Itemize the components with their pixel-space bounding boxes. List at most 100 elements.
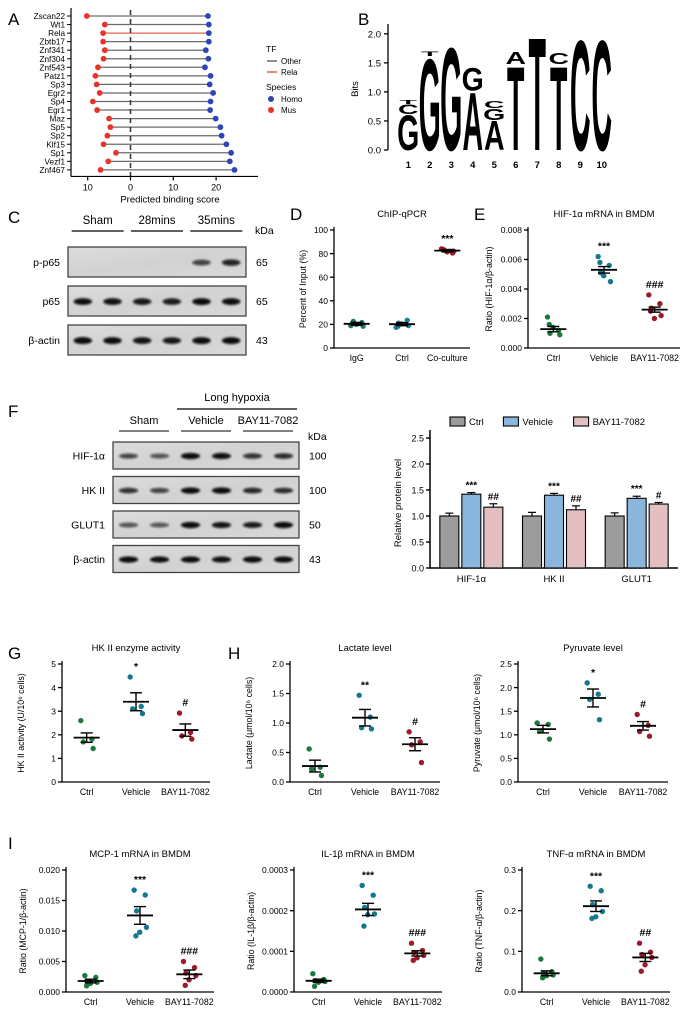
panel-a-dot-homo — [205, 21, 212, 28]
blot-band — [149, 487, 170, 494]
scatter-point — [138, 703, 144, 710]
panel-f: F Long hypoxia Sham Vehicle BAY11-7082 kDa HI… — [0, 378, 390, 618]
significance-marker: # — [182, 697, 188, 709]
svg-text:G: G — [419, 33, 441, 179]
panel-h-chart-pyruvate: 2.5 2.0 1.5 1.0 0.5 0.0 Pyruvate (μmol/10⁶ cel… — [472, 643, 668, 797]
ytick-label: 0.0001 — [262, 947, 288, 957]
panel-f-bar — [439, 515, 460, 569]
panel-a-dot-mus — [96, 90, 103, 96]
panel-b-position-label: 3 — [449, 160, 454, 171]
xtick-label: Ctrl — [308, 787, 322, 797]
ytick-label: 0.0000 — [262, 987, 288, 997]
panel-i-letter: I — [8, 834, 13, 853]
panel-a-xtick: 0 — [128, 182, 133, 192]
scatter-point — [546, 321, 552, 328]
ytick-label: 0.015 — [39, 896, 61, 906]
significance-marker: * — [591, 667, 596, 679]
panel-f-chart: 2.5 2.0 1.5 1.0 0.5 0.0 Relative protein level… — [388, 400, 687, 620]
svg-text:T: T — [507, 43, 524, 176]
scatter-point — [601, 273, 607, 279]
xtick-label: Ctrl — [536, 787, 550, 797]
ylabel: Ratio (TNF-α/β-actin) — [474, 889, 484, 972]
panel-f-group-label: BAY11-7082 — [238, 415, 299, 427]
panel-f-bar — [648, 503, 669, 569]
scatter-point — [310, 971, 316, 977]
significance-marker: *** — [590, 870, 603, 882]
panel-e-letter: E — [474, 205, 486, 224]
blot-band — [180, 487, 201, 494]
panel-f-significance: ## — [488, 492, 500, 503]
panel-a-gene-label: Rela — [48, 29, 65, 38]
scatter-point — [657, 301, 663, 307]
panel-b-ytick: 2.0 — [368, 29, 381, 40]
blot-band — [103, 298, 122, 306]
blot-band — [149, 522, 170, 528]
scatter-point — [142, 892, 148, 898]
ytick-label: 0 — [51, 777, 56, 787]
panel-b-position-label: 7 — [535, 160, 540, 171]
scatter-point — [636, 940, 643, 946]
blot-band — [242, 487, 263, 494]
ytick-label: 0.5 — [500, 754, 512, 764]
panel-b-letter-G: G — [462, 62, 484, 98]
panel-a-dot-mus — [94, 107, 101, 113]
significance-marker: # — [412, 716, 418, 728]
chart-title: ChIP-qPCR — [377, 209, 427, 220]
blot-band — [180, 452, 201, 460]
xtick-label: BAY11-7082 — [621, 997, 670, 1007]
panel-a-legend-species-item: Mus — [281, 106, 296, 115]
panel-a-dot-mus — [100, 38, 107, 45]
panel-a-legend-tf-item: Rela — [281, 68, 298, 77]
panel-a-dot-homo — [205, 30, 212, 36]
panel-b-letter-T: T — [550, 43, 567, 176]
panel-a-gene-label: Sp2 — [50, 132, 65, 141]
xtick-label: BAY11-7082 — [619, 787, 668, 797]
blot-kda-value: 50 — [309, 520, 321, 532]
scatter-point — [638, 968, 644, 974]
scatter-point — [598, 888, 604, 894]
blot-protein-label: β-actin — [73, 554, 105, 566]
svg-text:C: C — [398, 102, 419, 117]
panel-b-letter-G: G — [397, 105, 419, 162]
panel-a-dot-homo — [210, 90, 217, 96]
panel-g: G 5 4 3 2 1 0 HK II activity (U/10⁶ cells) HK I… — [0, 622, 232, 822]
panel-a-gene-label: Patz1 — [44, 72, 65, 81]
chart-title: Pyruvate level — [563, 643, 623, 654]
panel-f-overline-label: Long hypoxia — [204, 392, 270, 404]
panel-f-group-label: Vehicle — [188, 415, 223, 427]
blot-protein-label: p-p65 — [33, 257, 60, 269]
panel-a-gene-label: Egr1 — [48, 106, 66, 115]
ytick-label: 4 — [51, 683, 56, 693]
ytick-label: 0.2 — [504, 906, 516, 916]
panel-a: A Zscan22 Wt1 Rela Zbtb17 Znf341 Znf304 Znf543… — [0, 0, 303, 205]
significance-marker: ### — [181, 946, 199, 958]
scatter-point — [646, 292, 652, 298]
panel-a-gene-label: Wt1 — [50, 21, 65, 30]
panel-b-letter-A: A — [505, 49, 526, 68]
panel-b-position-label: 1 — [406, 160, 412, 171]
panel-b-position-label: 10 — [596, 160, 607, 171]
scatter-point — [180, 958, 187, 965]
panel-a-gene-label: Znf304 — [40, 55, 66, 64]
significance-marker: ** — [361, 679, 370, 691]
blot-band — [273, 453, 294, 459]
blot-band — [180, 521, 201, 529]
panel-f-significance: ## — [570, 494, 582, 505]
panel-f-ytick: 2.5 — [411, 433, 424, 443]
panel-a-dot-homo — [226, 158, 233, 165]
panel-a-gene-label: Sp4 — [50, 98, 65, 107]
chart-title: TNF-α mRNA in BMDM — [547, 849, 646, 860]
panel-d-letter: D — [290, 205, 303, 224]
scatter-point — [584, 680, 590, 686]
scatter-point — [410, 957, 416, 963]
scatter-point — [606, 262, 612, 269]
panel-a-gene-label: Znf341 — [40, 46, 66, 55]
blot-kda-value: 43 — [309, 554, 321, 566]
xtick-label: BAY11-7082 — [393, 997, 442, 1007]
blot-band — [73, 298, 93, 306]
panel-h-letter: H — [228, 644, 241, 663]
panel-f-significance: *** — [631, 484, 643, 495]
scatter-point — [646, 733, 653, 739]
ytick-label: 3 — [51, 706, 56, 716]
